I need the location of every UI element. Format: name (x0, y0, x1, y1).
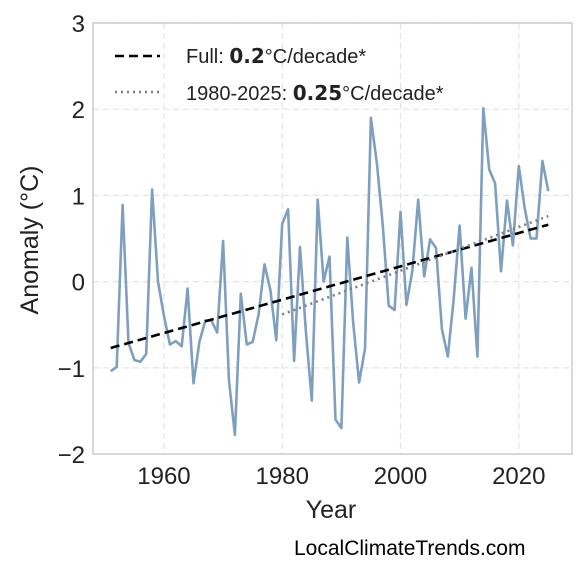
trend-line-full (110, 223, 549, 350)
x-tick-label: 2020 (492, 463, 545, 490)
watermark: LocalClimateTrends.com (294, 537, 526, 560)
y-tick-label: −2 (58, 442, 85, 469)
series-layer (109, 107, 550, 437)
y-tick-label: 1 (72, 183, 85, 210)
y-tick-label: 0 (72, 270, 85, 297)
legend: Full: 0.2°C/decade* 1980-2025: 0.25°C/de… (115, 44, 444, 105)
tick-labels: 1960 1980 2000 2020 −2 −1 0 1 2 3 (58, 11, 546, 490)
y-tick-label: 3 (72, 11, 85, 38)
x-tick-label: 1960 (137, 463, 190, 490)
legend-label-recent: 1980-2025: 0.25°C/decade* (186, 81, 444, 105)
series-line-observed (109, 107, 550, 437)
x-tick-label: 1980 (256, 463, 309, 490)
x-axis-label: Year (306, 496, 357, 524)
legend-label-full: Full: 0.2°C/decade* (186, 44, 366, 68)
x-tick-label: 2000 (374, 463, 427, 490)
y-tick-label: −1 (58, 356, 85, 383)
plot-frame (92, 22, 573, 455)
y-axis-label: Anomaly (°C) (16, 166, 44, 315)
y-tick-label: 2 (72, 97, 85, 124)
